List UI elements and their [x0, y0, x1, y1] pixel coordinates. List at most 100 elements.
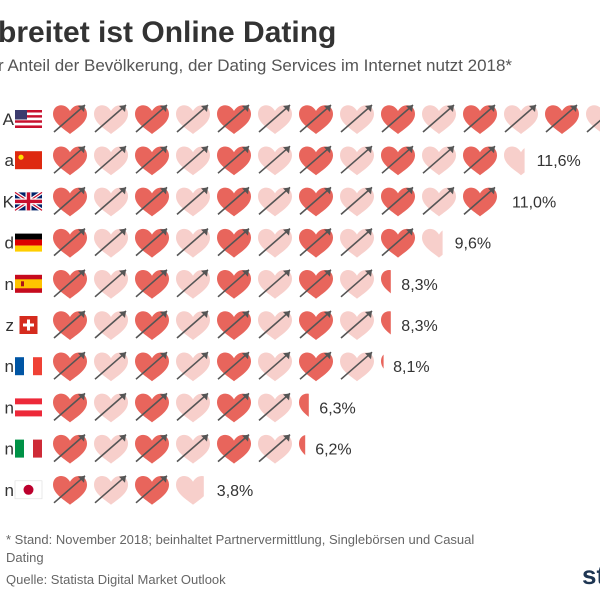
flag-icon-spain: [15, 274, 42, 293]
heart-icon: [340, 227, 374, 258]
arrow-head: [201, 146, 208, 154]
heart-icon: [135, 145, 169, 176]
arrow-shaft: [217, 145, 250, 174]
arrow-head: [283, 352, 290, 360]
value-label: 9,6%: [455, 236, 491, 253]
heart-icon: [258, 227, 292, 258]
arrow-head: [488, 146, 495, 154]
arrow-shaft: [422, 145, 455, 174]
arrow-head: [283, 311, 290, 318]
arrow-head: [160, 269, 167, 277]
heart-icon: [340, 186, 374, 217]
arrow-shaft: [53, 351, 86, 380]
arrow-head: [365, 269, 372, 277]
arrow-shaft: [94, 269, 127, 298]
arrow-head: [160, 434, 167, 442]
country-label: n: [5, 398, 14, 417]
heart-icon: [53, 475, 87, 505]
arrow-head: [283, 105, 290, 112]
arrow-head: [242, 393, 249, 401]
heart-icon: [53, 227, 87, 258]
arrow-shaft: [53, 475, 86, 504]
heart-icon: [135, 104, 169, 134]
arrow-shaft: [463, 104, 496, 133]
arrow-shaft: [53, 227, 86, 257]
heart-icon: [258, 269, 292, 299]
arrow-shaft: [176, 433, 209, 463]
arrow-head: [78, 311, 85, 318]
arrow-head: [324, 228, 331, 236]
heart-icon: [176, 310, 210, 340]
arrow-shaft: [258, 186, 291, 216]
arrow-shaft: [135, 475, 168, 504]
heart-icon: [258, 392, 292, 423]
arrow-shaft: [135, 351, 168, 380]
value-label: 11,0%: [512, 194, 556, 211]
arrow-shaft: [463, 145, 496, 174]
arrow-shaft: [299, 351, 332, 380]
arrow-shaft: [504, 104, 537, 133]
arrow-shaft: [299, 269, 332, 298]
arrow-head: [78, 146, 85, 154]
arrow-head: [160, 475, 167, 483]
arrow-head: [119, 187, 126, 195]
arrow-shaft: [135, 145, 168, 174]
arrow-shaft: [422, 186, 455, 216]
arrow-shaft: [340, 227, 373, 257]
arrow-head: [242, 434, 249, 442]
arrow-shaft: [135, 433, 168, 463]
arrow-head: [283, 269, 290, 277]
arrow-head: [119, 228, 126, 236]
flag-icon-switzerland: [19, 316, 38, 334]
arrow-head: [406, 187, 413, 195]
arrow-head: [488, 187, 495, 195]
arrow-shaft: [135, 392, 168, 422]
heart-icon: [299, 104, 333, 134]
heart-icon: [135, 433, 169, 464]
flag-icon-france: [15, 357, 42, 376]
arrow-head: [324, 269, 331, 277]
arrow-shaft: [381, 145, 414, 174]
arrow-head: [201, 393, 208, 401]
arrow-head: [324, 105, 331, 112]
heart-icon: [135, 310, 169, 340]
arrow-shaft: [258, 310, 291, 339]
heart-icon: [53, 145, 87, 176]
arrow-shaft: [53, 433, 86, 463]
arrow-head: [242, 187, 249, 195]
arrow-shaft: [176, 269, 209, 298]
heart-icon: [217, 227, 251, 258]
arrow-head: [365, 228, 372, 236]
arrow-shaft: [299, 227, 332, 257]
heart-icon: [176, 104, 210, 134]
heart-icon: [217, 269, 251, 299]
heart-icon: [94, 104, 128, 134]
arrow-shaft: [299, 145, 332, 174]
arrow-shaft: [258, 227, 291, 257]
arrow-shaft: [94, 186, 127, 216]
arrow-shaft: [340, 186, 373, 216]
arrow-head: [78, 187, 85, 195]
arrow-shaft: [176, 227, 209, 257]
arrow-head: [447, 105, 454, 112]
heart-icon: [135, 186, 169, 217]
arrow-head: [242, 105, 249, 112]
value-label: 8,3%: [401, 318, 437, 335]
heart-icon: [381, 145, 415, 176]
arrow-head: [406, 105, 413, 112]
heart-icon: [135, 351, 169, 382]
arrow-shaft: [381, 104, 414, 133]
arrow-shaft: [217, 269, 250, 298]
arrow-head: [283, 187, 290, 195]
arrow-head: [201, 352, 208, 360]
arrow-head: [119, 475, 126, 483]
heart-icon: [463, 145, 497, 176]
arrow-head: [365, 311, 372, 318]
heart-icon: [217, 310, 251, 340]
arrow-head: [78, 393, 85, 401]
arrow-head: [160, 146, 167, 154]
source-note: Quelle: Statista Digital Market Outlook: [6, 572, 226, 587]
heart-icon: [299, 351, 333, 382]
arrow-shaft: [217, 392, 250, 422]
arrow-head: [78, 269, 85, 277]
